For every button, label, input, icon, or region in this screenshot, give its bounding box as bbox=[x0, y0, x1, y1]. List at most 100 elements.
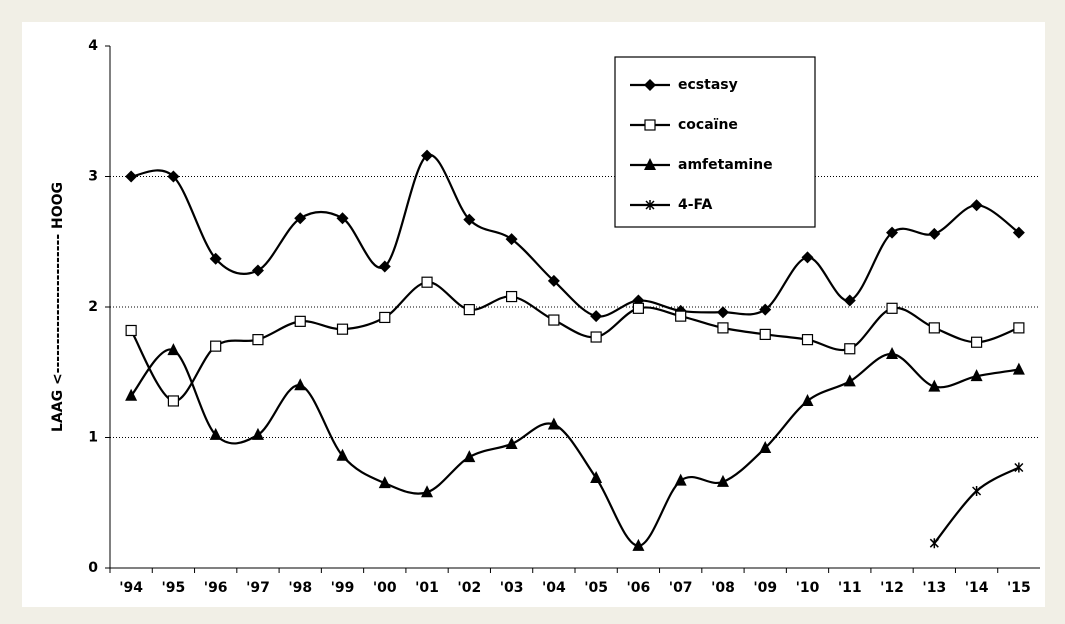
x-tick-label: '03 bbox=[500, 580, 524, 596]
x-tick-label: '01 bbox=[415, 580, 439, 596]
marker bbox=[717, 322, 729, 334]
marker bbox=[970, 336, 983, 348]
marker bbox=[209, 427, 222, 440]
legend-label: cocaïne bbox=[678, 117, 738, 133]
marker bbox=[632, 302, 645, 314]
x-tick-label: '13 bbox=[922, 580, 946, 596]
marker bbox=[125, 324, 137, 337]
marker bbox=[294, 212, 307, 225]
x-tick-label: '06 bbox=[627, 580, 651, 596]
marker bbox=[716, 306, 729, 319]
marker bbox=[251, 264, 264, 277]
marker bbox=[675, 310, 687, 322]
y-tick-label: 1 bbox=[88, 430, 98, 446]
marker bbox=[928, 322, 940, 334]
x-tick-label: '14 bbox=[965, 580, 989, 596]
x-tick-label: '04 bbox=[542, 580, 566, 596]
x-tick-label: '99 bbox=[331, 580, 355, 596]
marker bbox=[125, 388, 138, 401]
marker bbox=[716, 474, 729, 487]
marker bbox=[1012, 362, 1025, 375]
marker bbox=[1014, 462, 1024, 473]
marker bbox=[505, 233, 518, 246]
marker bbox=[378, 260, 391, 273]
marker bbox=[1012, 226, 1025, 239]
x-tick-label: '05 bbox=[584, 580, 608, 596]
x-tick-label: '10 bbox=[796, 580, 820, 596]
marker bbox=[843, 374, 856, 387]
marker bbox=[801, 251, 814, 264]
marker bbox=[336, 448, 349, 461]
x-tick-label: '09 bbox=[753, 580, 777, 596]
marker bbox=[759, 303, 772, 316]
legend-label: 4-FA bbox=[678, 197, 713, 213]
marker bbox=[547, 274, 560, 287]
x-tick-label: '97 bbox=[246, 580, 270, 596]
marker bbox=[759, 328, 771, 341]
marker bbox=[167, 343, 180, 356]
marker bbox=[590, 470, 603, 483]
series-line bbox=[130, 348, 1020, 547]
marker bbox=[759, 440, 772, 453]
marker bbox=[209, 252, 222, 265]
legend-label: ecstasy bbox=[678, 77, 738, 93]
x-tick-label: '11 bbox=[838, 580, 862, 596]
legend: ecstasy cocaïne amfetamine 4-FA bbox=[614, 56, 816, 228]
marker bbox=[463, 304, 475, 316]
y-tick-label: 3 bbox=[88, 169, 98, 185]
marker bbox=[336, 212, 349, 225]
marker bbox=[590, 331, 602, 343]
marker bbox=[167, 395, 180, 407]
y-axis-label: LAAG <------------------------ HOOG bbox=[50, 182, 66, 432]
marker bbox=[548, 314, 560, 326]
x-tick-label: '00 bbox=[373, 580, 397, 596]
marker bbox=[928, 227, 941, 240]
marker bbox=[463, 450, 476, 463]
x-tick-label: '15 bbox=[1007, 580, 1031, 596]
marker bbox=[644, 79, 656, 91]
marker bbox=[801, 334, 814, 346]
marker bbox=[378, 476, 391, 489]
marker bbox=[843, 294, 856, 307]
marker bbox=[844, 343, 856, 355]
marker bbox=[645, 200, 655, 210]
x-tick-label: '96 bbox=[204, 580, 228, 596]
marker bbox=[970, 199, 983, 212]
marker bbox=[970, 369, 983, 382]
marker bbox=[929, 538, 939, 549]
x-tick-label: '02 bbox=[457, 580, 481, 596]
marker bbox=[421, 149, 434, 162]
marker bbox=[505, 290, 518, 303]
marker bbox=[379, 311, 391, 324]
marker bbox=[336, 323, 349, 335]
marker bbox=[251, 427, 264, 440]
chart-area bbox=[22, 22, 1045, 607]
marker bbox=[167, 170, 180, 183]
marker bbox=[210, 340, 222, 352]
marker bbox=[886, 346, 899, 359]
marker bbox=[1013, 322, 1025, 334]
marker bbox=[125, 170, 138, 183]
marker bbox=[972, 486, 982, 497]
marker bbox=[632, 538, 645, 551]
marker bbox=[421, 276, 433, 288]
marker bbox=[928, 379, 941, 392]
marker bbox=[547, 417, 560, 430]
marker bbox=[294, 315, 306, 327]
x-tick-label: '08 bbox=[711, 580, 735, 596]
marker bbox=[252, 334, 264, 346]
marker bbox=[463, 213, 476, 226]
marker bbox=[886, 226, 899, 239]
marker bbox=[644, 158, 656, 170]
x-tick-label: '95 bbox=[162, 580, 186, 596]
marker bbox=[801, 393, 814, 406]
x-tick-label: '94 bbox=[119, 580, 143, 596]
marker bbox=[505, 437, 518, 450]
marker bbox=[590, 310, 603, 323]
series-line bbox=[130, 281, 1020, 403]
marker bbox=[644, 119, 656, 131]
x-tick-label: '98 bbox=[288, 580, 312, 596]
marker bbox=[886, 302, 898, 314]
